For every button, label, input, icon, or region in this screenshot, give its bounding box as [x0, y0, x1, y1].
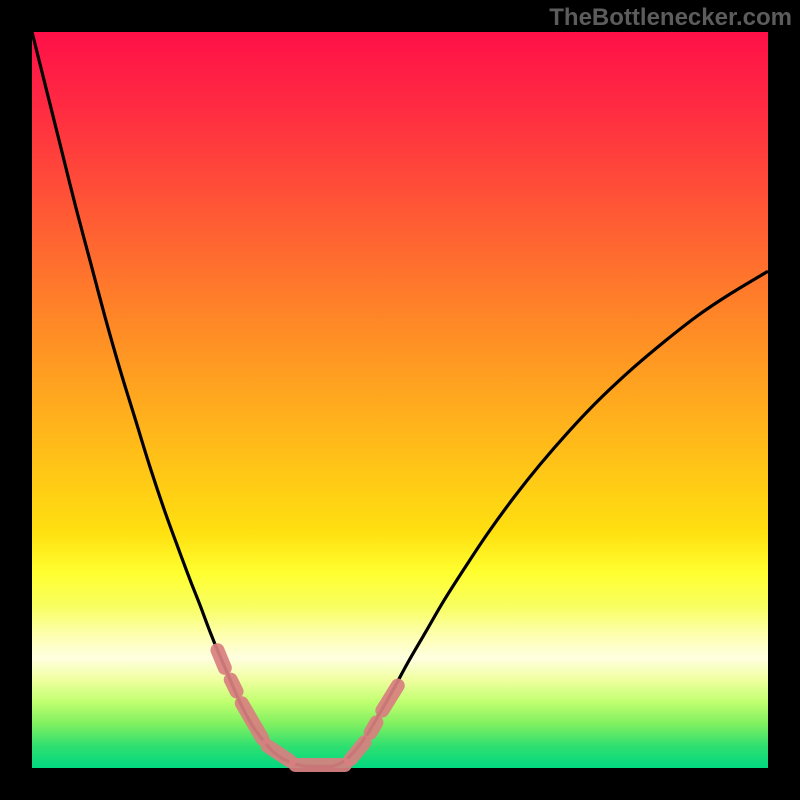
curve-layer	[32, 32, 768, 768]
dash-segment-5	[351, 742, 365, 759]
dash-segment-0	[217, 650, 224, 668]
dash-segment-2	[242, 703, 263, 738]
dash-segment-6	[371, 722, 377, 732]
dash-segment-1	[231, 680, 237, 692]
chart-root: TheBottlenecker.com	[0, 0, 800, 800]
dash-segment-3	[268, 746, 290, 761]
dash-segment-7	[382, 686, 397, 711]
watermark-text: TheBottlenecker.com	[549, 4, 792, 32]
curve-left	[32, 32, 306, 767]
